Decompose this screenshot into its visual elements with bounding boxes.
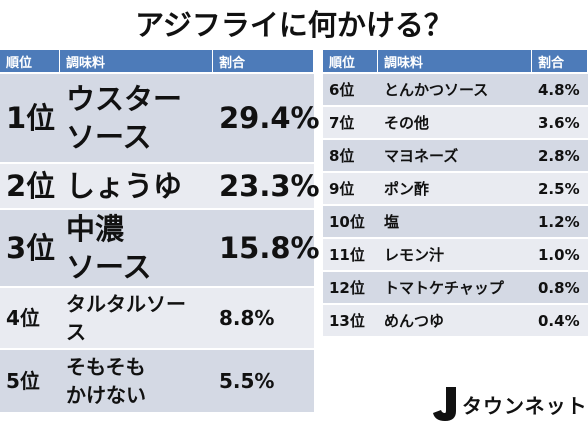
seasoning-cell: そもそも かけない <box>60 350 213 412</box>
ranking-row: 3位 中濃 ソース 15.8% <box>0 210 320 286</box>
seasoning-cell: トマトケチャップ <box>378 272 532 303</box>
rank-cell: 7位 <box>323 107 378 138</box>
share-cell: 4.8% <box>532 74 588 105</box>
share-cell: 5.5% <box>213 350 314 412</box>
ranking-row: 8位 マヨネーズ 2.8% <box>323 140 588 171</box>
share-cell: 3.6% <box>532 107 588 138</box>
share-cell: 0.8% <box>532 272 588 303</box>
right-ranking-table: 順位 調味料 割合 6位 とんかつソース 4.8% 7位 その他 3.6% 8位 マヨネーズ 2.8%… <box>323 48 588 338</box>
header-cell: 順位 <box>0 50 60 72</box>
share-cell: 2.8% <box>532 140 588 171</box>
ranking-row: 6位 とんかつソース 4.8% <box>323 74 588 105</box>
seasoning-cell: タルタルソー ス <box>60 288 213 348</box>
seasoning-cell: レモン汁 <box>378 239 532 270</box>
rank-cell: 2位 <box>0 164 60 208</box>
ranking-row: 11位 レモン汁 1.0% <box>323 239 588 270</box>
ranking-row: 5位 そもそも かけない 5.5% <box>0 350 314 412</box>
share-cell: 8.8% <box>213 288 314 348</box>
seasoning-cell: ウスター ソース <box>60 74 213 162</box>
ranking-row: 12位 トマトケチャップ 0.8% <box>323 272 588 303</box>
ranking-row: 9位 ポン酢 2.5% <box>323 173 588 204</box>
seasoning-cell: 塩 <box>378 206 532 237</box>
seasoning-cell: その他 <box>378 107 532 138</box>
share-cell: 15.8% <box>213 210 320 286</box>
share-cell: 1.0% <box>532 239 588 270</box>
seasoning-cell: 中濃 ソース <box>60 210 213 286</box>
ranking-row: 10位塩 1.2% <box>323 206 588 237</box>
rank-cell: 12位 <box>323 272 378 303</box>
header-cell: 調味料 <box>60 50 213 72</box>
rank-cell: 6位 <box>323 74 378 105</box>
ranking-row: 1位 ウスター ソース 29.4% <box>0 74 320 162</box>
ranking-row: 4位 タルタルソー ス 8.8% <box>0 288 314 348</box>
share-cell: 2.5% <box>532 173 588 204</box>
logo: タウンネット <box>432 384 588 424</box>
rank-cell: 9位 <box>323 173 378 204</box>
left-ranking-table: 順位 調味料 割合 1位 ウスター ソース 29.4% 2位 しょうゆ 23.3% 3位 中濃 ソー… <box>0 48 320 414</box>
seasoning-cell: ポン酢 <box>378 173 532 204</box>
rank-cell: 5位 <box>0 350 60 412</box>
header-cell: 割合 <box>213 50 314 72</box>
share-cell: 29.4% <box>213 74 320 162</box>
rank-cell: 8位 <box>323 140 378 171</box>
share-cell: 0.4% <box>532 305 588 336</box>
rank-cell: 10位 <box>323 206 378 237</box>
rank-cell: 11位 <box>323 239 378 270</box>
header-cell: 順位 <box>323 50 378 72</box>
rank-cell: 4位 <box>0 288 60 348</box>
header-cell: 割合 <box>532 50 588 72</box>
logo-text: タウンネット <box>462 393 588 418</box>
header-row: 順位 調味料 割合 <box>0 50 314 72</box>
header-row: 順位 調味料 割合 <box>323 50 588 72</box>
seasoning-cell: めんつゆ <box>378 305 532 336</box>
rank-cell: 1位 <box>0 74 60 162</box>
ranking-row: 13位 めんつゆ 0.4% <box>323 305 588 336</box>
ranking-row: 2位 しょうゆ 23.3% <box>0 164 320 208</box>
rank-cell: 13位 <box>323 305 378 336</box>
seasoning-cell: しょうゆ <box>60 164 213 208</box>
header-cell: 調味料 <box>378 50 532 72</box>
seasoning-cell: とんかつソース <box>378 74 532 105</box>
rank-cell: 3位 <box>0 210 60 286</box>
logo-j-mark <box>433 387 456 421</box>
share-cell: 23.3% <box>213 164 320 208</box>
ranking-row: 7位 その他 3.6% <box>323 107 588 138</box>
title: アジフライに何かける？ <box>135 8 453 42</box>
share-cell: 1.2% <box>532 206 588 237</box>
seasoning-cell: マヨネーズ <box>378 140 532 171</box>
